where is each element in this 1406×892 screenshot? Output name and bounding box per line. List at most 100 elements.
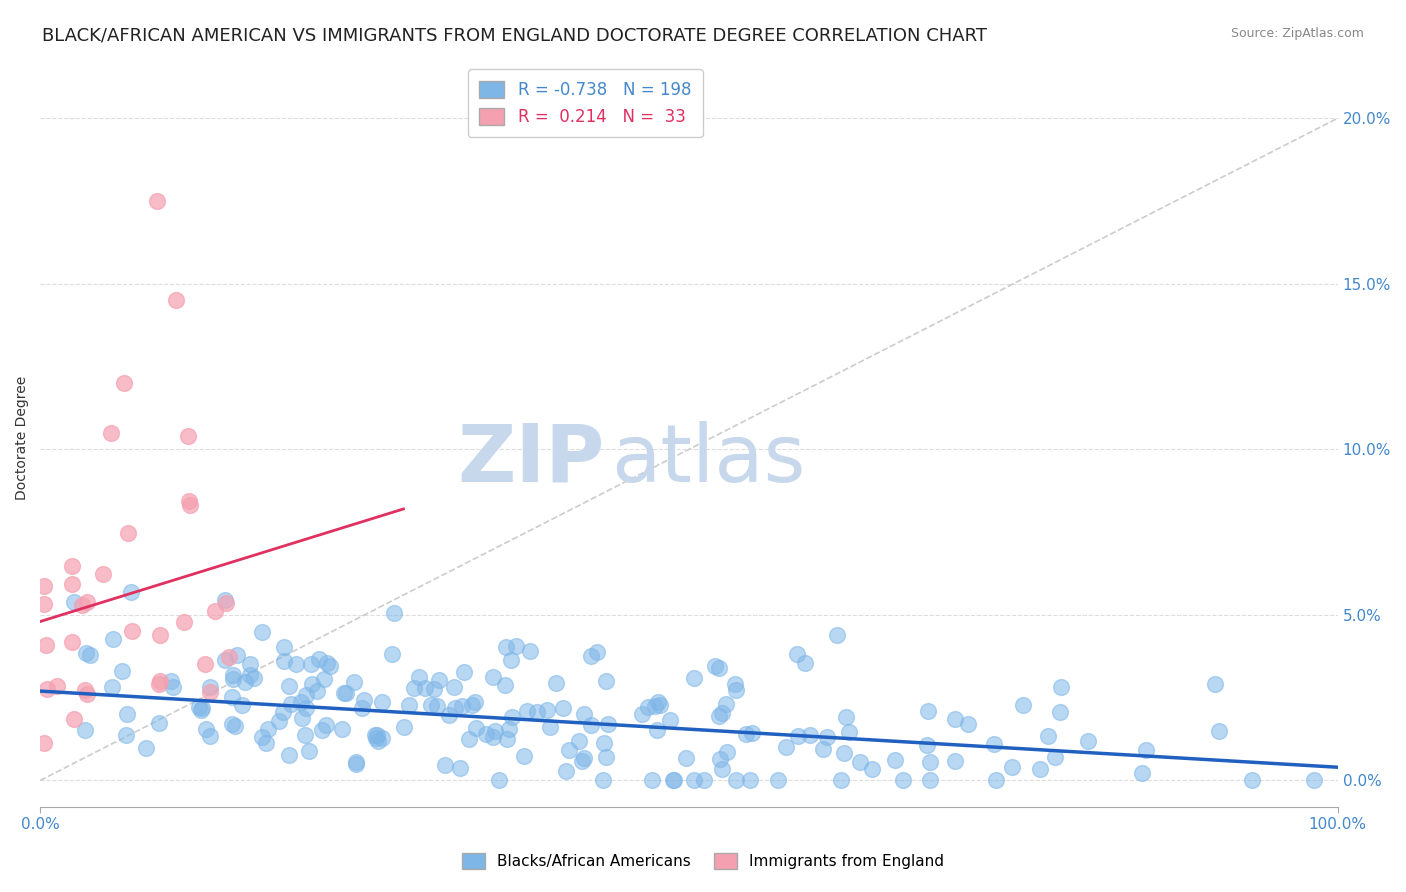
Text: atlas: atlas [612, 421, 806, 499]
Point [1303, 773, 1326, 788]
Point [860, 763, 883, 777]
Point [371, 695, 394, 709]
Point [848, 755, 870, 769]
Point [267, 714, 290, 728]
Point [75, 723, 97, 738]
Point [32, 597, 55, 611]
Point [35, 638, 58, 652]
Point [239, 657, 262, 671]
Point [146, 194, 169, 208]
Point [254, 736, 277, 750]
Point [194, 657, 217, 671]
Point [215, 596, 238, 610]
Point [682, 671, 704, 685]
Point [333, 686, 356, 700]
Point [439, 708, 461, 723]
Point [1001, 760, 1024, 774]
Point [815, 730, 838, 744]
Point [787, 729, 810, 743]
Point [218, 650, 240, 665]
Point [117, 526, 139, 541]
Point [443, 701, 465, 715]
Point [344, 756, 367, 771]
Point [741, 725, 763, 739]
Point [173, 615, 195, 630]
Point [505, 639, 527, 653]
Point [364, 728, 387, 742]
Point [498, 722, 520, 736]
Point [647, 695, 669, 709]
Point [554, 764, 576, 779]
Point [484, 723, 506, 738]
Point [451, 699, 474, 714]
Point [257, 722, 280, 736]
Point [830, 773, 852, 788]
Point [332, 722, 354, 736]
Point [568, 733, 591, 747]
Point [159, 674, 181, 689]
Point [495, 640, 517, 655]
Point [835, 710, 858, 724]
Point [461, 698, 484, 713]
Point [32, 579, 55, 593]
Point [825, 628, 848, 642]
Point [1130, 766, 1153, 780]
Point [135, 740, 157, 755]
Point [111, 664, 134, 678]
Y-axis label: Doctorate Degree: Doctorate Degree [15, 376, 30, 500]
Point [114, 728, 136, 742]
Text: Source: ZipAtlas.com: Source: ZipAtlas.com [1230, 27, 1364, 40]
Point [943, 712, 966, 726]
Point [595, 674, 617, 689]
Point [221, 716, 243, 731]
Point [943, 755, 966, 769]
Point [343, 674, 366, 689]
Point [956, 717, 979, 731]
Point [683, 773, 706, 788]
Point [222, 668, 245, 682]
Point [307, 683, 329, 698]
Point [692, 773, 714, 788]
Point [295, 700, 318, 714]
Point [475, 726, 498, 740]
Point [917, 705, 939, 719]
Point [371, 731, 394, 746]
Point [308, 652, 330, 666]
Point [794, 656, 817, 670]
Point [204, 604, 226, 618]
Point [301, 677, 323, 691]
Point [381, 648, 404, 662]
Point [364, 731, 387, 745]
Legend: R = -0.738   N = 198, R =  0.214   N =  33: R = -0.738 N = 198, R = 0.214 N = 33 [468, 70, 703, 137]
Point [149, 673, 172, 688]
Point [75, 646, 97, 660]
Point [221, 690, 243, 704]
Point [558, 743, 581, 757]
Point [420, 698, 443, 713]
Point [91, 567, 114, 582]
Point [200, 729, 222, 743]
Point [917, 738, 939, 752]
Point [724, 677, 747, 691]
Point [526, 705, 548, 719]
Point [644, 698, 666, 713]
Point [179, 498, 201, 512]
Point [630, 707, 652, 722]
Point [60, 635, 83, 649]
Point [426, 698, 449, 713]
Point [103, 632, 125, 647]
Point [1208, 724, 1230, 739]
Point [46, 679, 69, 693]
Point [221, 672, 243, 686]
Point [1204, 676, 1226, 690]
Point [273, 640, 295, 655]
Text: BLACK/AFRICAN AMERICAN VS IMMIGRANTS FROM ENGLAND DOCTORATE DEGREE CORRELATION C: BLACK/AFRICAN AMERICAN VS IMMIGRANTS FRO… [42, 27, 987, 45]
Point [1043, 749, 1066, 764]
Point [449, 761, 471, 775]
Point [214, 592, 236, 607]
Point [832, 747, 855, 761]
Point [226, 648, 249, 662]
Point [408, 670, 430, 684]
Point [488, 773, 510, 788]
Point [707, 660, 730, 674]
